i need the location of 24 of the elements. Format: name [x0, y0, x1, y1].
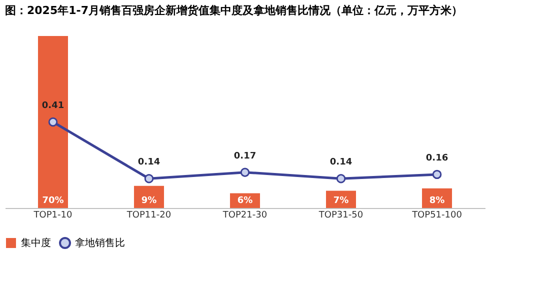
x-tick-label: TOP11-20: [126, 210, 172, 220]
point: [432, 170, 442, 180]
data-label: 9%: [141, 196, 157, 206]
data-label: 0.17: [234, 151, 256, 162]
legend-label: 集中度: [21, 237, 51, 249]
data-label: 0.41: [42, 101, 64, 111]
x-tick-label: TOP1-10: [32, 210, 72, 220]
legend-label: 拿地销售比: [75, 237, 125, 249]
data-label: 0.14: [330, 158, 352, 168]
point: [144, 174, 154, 184]
data-label: 70%: [42, 196, 64, 206]
point: [336, 174, 346, 184]
x-tick-label: TOP31-50: [318, 210, 364, 220]
data-label: 7%: [333, 196, 349, 206]
data-label: 0.14: [138, 158, 160, 168]
chart-title: 图：2025年1-7月销售百强房企新增货值集中度及拿地销售比情况（单位：亿元，万平方米）: [5, 4, 462, 17]
point: [48, 117, 58, 127]
point: [240, 168, 250, 177]
x-tick-label: TOP21-30: [222, 210, 268, 220]
data-label: 6%: [237, 196, 253, 206]
x-tick-label: TOP51-100: [411, 210, 462, 220]
bar: [38, 36, 68, 208]
data-label: 0.16: [426, 153, 448, 164]
data-label: 8%: [429, 196, 445, 206]
